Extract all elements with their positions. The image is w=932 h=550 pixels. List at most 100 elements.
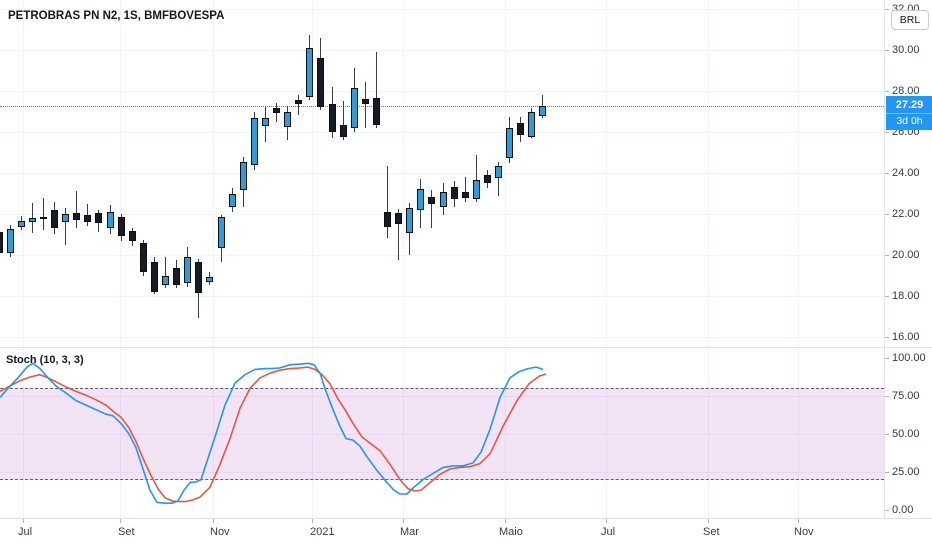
candle-up (162, 275, 169, 285)
candle-up (439, 192, 447, 207)
candle-down (139, 242, 147, 273)
candle-down (84, 215, 92, 223)
price-gridline (0, 337, 884, 338)
stoch-axis-tick (885, 510, 889, 511)
price-axis-tick (885, 214, 889, 215)
stoch-axis-label: 25.00 (892, 466, 920, 478)
time-axis[interactable]: Jul Set Nov 2021 Mar Maio Jul Set Nov (0, 518, 932, 550)
time-axis-tick (23, 519, 24, 523)
last-price-dotted-line (0, 105, 884, 107)
time-gridline (505, 347, 506, 518)
last-price-badge: 27.29 3d 0h (886, 95, 932, 130)
time-axis-tick (798, 519, 799, 523)
candle-down (95, 212, 103, 224)
stoch-axis-label: 100.00 (892, 352, 926, 364)
time-axis-tick (708, 519, 709, 523)
price-gridline (0, 214, 884, 215)
time-axis-label: Jul (18, 526, 33, 538)
stochastic-pane[interactable]: Stoch (10, 3, 3) (0, 347, 884, 518)
price-pane[interactable]: PETROBRAS PN N2, 1S, BMFBOVESPA (0, 0, 884, 347)
time-axis-label: Set (118, 526, 135, 538)
candle-down (117, 217, 125, 236)
candle-down (295, 100, 303, 105)
candle-down (428, 196, 436, 204)
candle-up (306, 47, 314, 98)
time-gridline (120, 347, 121, 518)
symbol-title: PETROBRAS PN N2, 1S, BMFBOVESPA (8, 10, 225, 22)
pane-divider (0, 347, 932, 348)
stoch-axis-tick (885, 434, 889, 435)
candle-down (372, 98, 380, 125)
price-gridline (0, 296, 884, 297)
time-axis-tick (213, 519, 214, 523)
time-axis-label: Mar (400, 526, 419, 538)
candle-up (228, 193, 236, 207)
stoch-gridline (0, 396, 884, 397)
candle-down (273, 108, 280, 113)
last-price-value: 27.29 (886, 95, 932, 113)
price-axis-label: 28.00 (892, 85, 920, 97)
candle-up (406, 207, 414, 234)
time-axis-label: Nov (210, 526, 230, 538)
time-gridline (403, 347, 404, 518)
time-axis-tick (606, 519, 607, 523)
candle-wick (65, 207, 67, 245)
price-axis-tick (885, 132, 889, 133)
candle-down (361, 99, 369, 105)
candle-up (539, 105, 547, 116)
stoch-axis-tick (885, 472, 889, 473)
time-gridline (708, 347, 709, 518)
time-gridline (798, 347, 799, 518)
stoch-axis-label: 50.00 (892, 428, 920, 440)
candle-down (173, 268, 181, 285)
stoch-axis-label: 75.00 (892, 390, 920, 402)
candle-up (28, 218, 36, 223)
currency-button[interactable]: BRL (891, 10, 929, 30)
candle-wick (387, 165, 388, 238)
candle-down (150, 262, 158, 292)
price-axis-tick (885, 9, 889, 10)
candle-up (250, 117, 258, 165)
candle-down (461, 192, 469, 198)
price-axis-label: 20.00 (892, 249, 920, 261)
candle-wick (276, 103, 277, 122)
candle-wick (165, 257, 166, 288)
price-axis-tick (885, 91, 889, 92)
stoch-gridline (0, 434, 884, 435)
price-axis-label: 22.00 (892, 208, 920, 220)
price-gridline (0, 132, 884, 133)
bar-countdown: 3d 0h (886, 112, 932, 130)
time-axis-tick (403, 519, 404, 523)
candle-up (495, 165, 502, 179)
candle-down (128, 231, 136, 241)
candle-down (195, 262, 203, 293)
time-axis-tick (505, 519, 506, 523)
stoch-k-line (0, 362, 544, 504)
price-axis-label: 30.00 (892, 44, 920, 56)
candle-wick (498, 161, 499, 196)
time-axis-label: 2021 (310, 526, 335, 538)
price-axis-tick (885, 255, 889, 256)
candle-down (339, 124, 347, 138)
candle-up (350, 87, 358, 128)
candle-down (384, 211, 391, 228)
price-axis-label: 18.00 (892, 290, 920, 302)
candle-up (261, 117, 269, 126)
candle-down (517, 122, 525, 136)
candle-up (528, 111, 536, 138)
stoch-axis-label: 0.00 (892, 504, 914, 516)
candle-up (206, 276, 214, 282)
candle-wick (42, 197, 44, 231)
candle-wick (342, 101, 344, 141)
candle-down (0, 232, 3, 253)
stochastic-lines (0, 362, 547, 504)
price-axis-tick (885, 173, 889, 174)
candle-down (51, 209, 58, 229)
candle-wick (475, 154, 477, 202)
price-axis[interactable]: 32.00 30.00 28.00 26.00 24.00 22.00 20.00 18.00… (884, 0, 932, 518)
candle-down (395, 212, 403, 225)
time-gridline (606, 347, 607, 518)
time-axis-tick (312, 519, 313, 523)
price-gridline (0, 9, 884, 10)
time-gridline (213, 347, 214, 518)
